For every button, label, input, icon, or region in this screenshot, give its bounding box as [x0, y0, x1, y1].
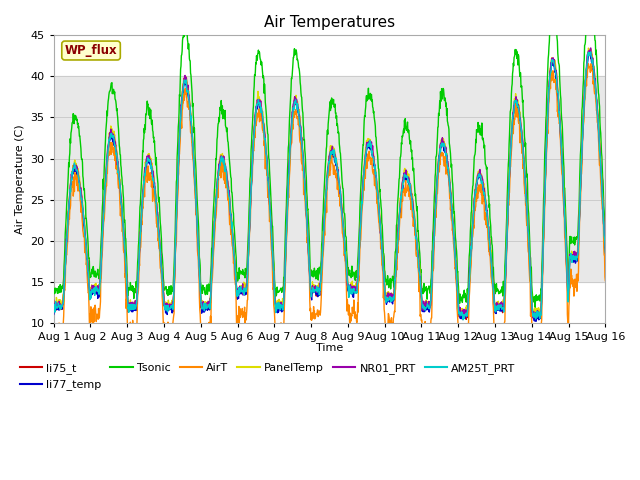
X-axis label: Time: Time: [316, 343, 343, 353]
Bar: [54, 76, 605, 282]
Text: WP_flux: WP_flux: [65, 44, 117, 57]
Legend: li75_t, li77_temp, Tsonic, AirT, PanelTemp, NR01_PRT, AM25T_PRT: li75_t, li77_temp, Tsonic, AirT, PanelTe…: [15, 359, 520, 395]
Y-axis label: Air Temperature (C): Air Temperature (C): [15, 124, 25, 234]
Title: Air Temperatures: Air Temperatures: [264, 15, 395, 30]
